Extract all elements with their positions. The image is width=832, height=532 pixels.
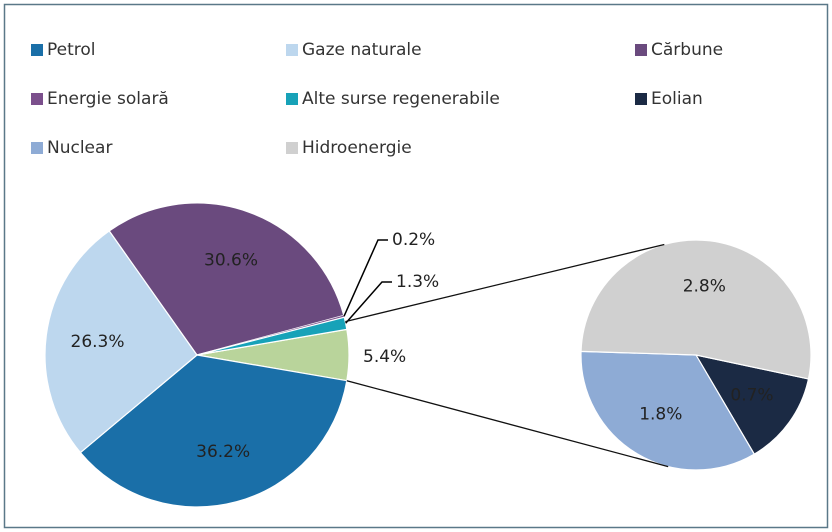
legend-swatch [31, 93, 43, 105]
pie-slice [580, 350, 756, 471]
data-label: 26.3% [71, 332, 125, 352]
legend-swatch [31, 142, 43, 154]
data-label: 30.6% [204, 251, 258, 271]
legend-swatch [635, 93, 647, 105]
legend-swatch [31, 44, 43, 56]
pie-slice [694, 354, 810, 455]
connector-line [345, 243, 665, 323]
legend-label: Petrol [47, 40, 96, 60]
pie-slice [196, 316, 348, 356]
leader-line [343, 239, 388, 317]
connector-line [346, 380, 669, 468]
data-label: 5.4% [363, 347, 406, 367]
data-label: 1.3% [396, 272, 439, 292]
pie-slice [44, 230, 198, 454]
pie-slice [108, 202, 345, 356]
legend-swatch [286, 44, 298, 56]
legend-label: Cărbune [651, 40, 723, 60]
legend-swatch [286, 142, 298, 154]
legend-label: Eolian [651, 89, 703, 109]
data-label: 2.8% [683, 277, 726, 297]
legend-swatch [635, 44, 647, 56]
leader-line [345, 281, 392, 324]
legend-label: Nuclear [47, 138, 112, 158]
legend-label: Energie solară [47, 89, 169, 109]
legend-label: Hidroenergie [302, 138, 412, 158]
legend-label: Gaze naturale [302, 40, 422, 60]
data-label: 1.8% [639, 404, 682, 424]
data-label: 0.2% [392, 230, 435, 250]
data-label: 36.2% [196, 442, 250, 462]
legend-swatch [286, 93, 298, 105]
pie-slice [580, 239, 812, 380]
pie-slice [79, 354, 348, 508]
data-label: 0.7% [730, 385, 773, 405]
legend-label: Alte surse regenerabile [302, 89, 500, 109]
